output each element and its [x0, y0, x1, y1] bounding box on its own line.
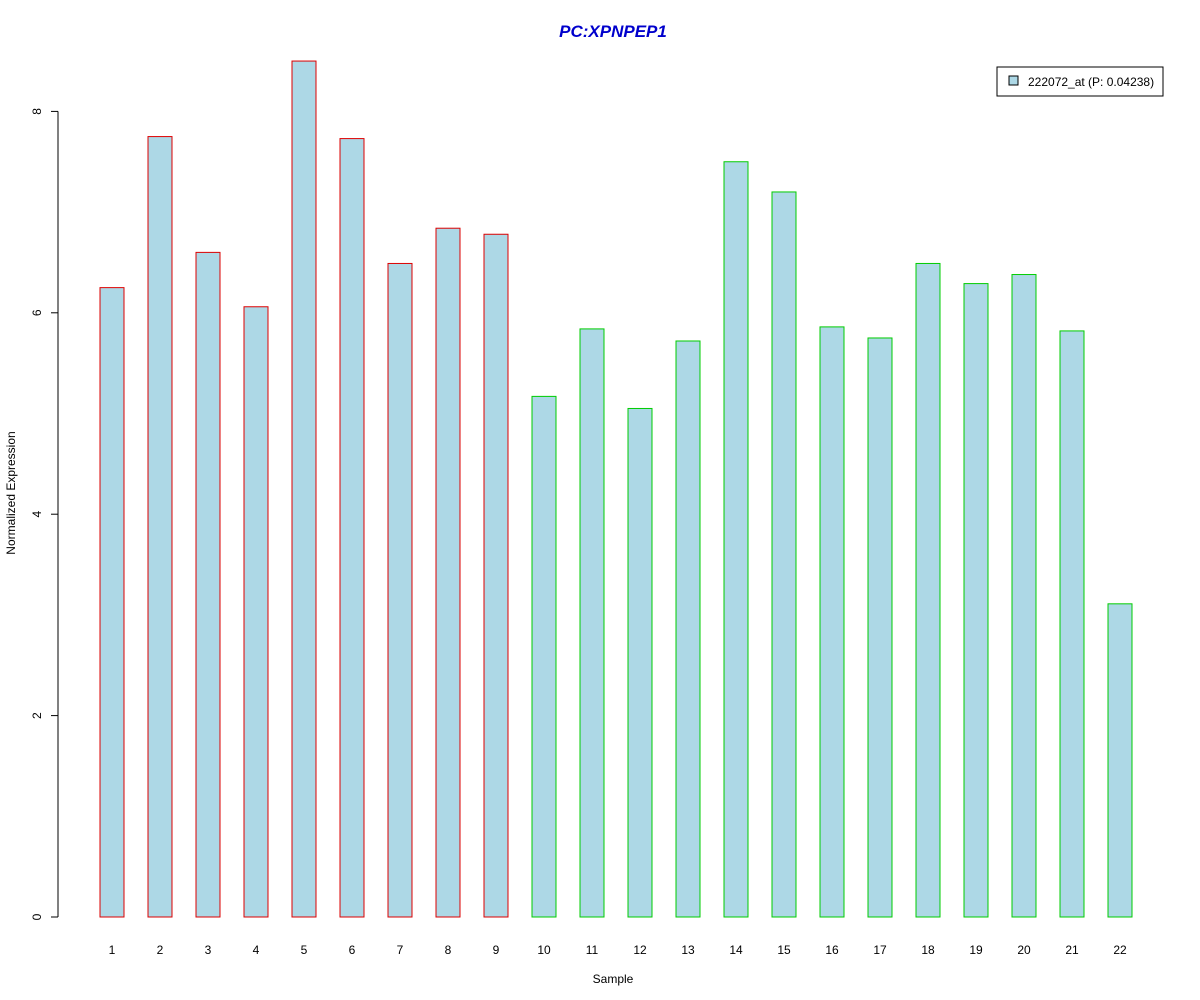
- y-axis: 0 2 4 6 8: [30, 108, 59, 920]
- bar-sample-21: [1059, 330, 1085, 918]
- y-tick-label: 4: [30, 511, 44, 518]
- legend: 222072_at (P: 0.04238): [996, 66, 1164, 97]
- x-tick-label: 9: [493, 943, 500, 957]
- x-tick-label: 10: [537, 943, 551, 957]
- bar-sample-11: [579, 328, 605, 918]
- legend-box: [996, 66, 1164, 97]
- bar-sample-3: [195, 251, 221, 918]
- x-tick-label: 13: [681, 943, 695, 957]
- y-tick-label: 6: [30, 309, 44, 316]
- x-tick-label: 16: [825, 943, 839, 957]
- bar-sample-8: [435, 227, 461, 918]
- bar-sample-14: [723, 161, 749, 918]
- y-tick-label: 2: [30, 712, 44, 719]
- x-tick-label: 2: [157, 943, 164, 957]
- x-tick-label: 19: [969, 943, 983, 957]
- bar-sample-20: [1011, 274, 1037, 918]
- x-tick-label: 17: [873, 943, 887, 957]
- x-tick-label: 22: [1113, 943, 1127, 957]
- x-axis: 1 2 3 4 5 6 7 8 9 10 11 12 13 14 15 16 17 18 19 20 21 22: [109, 943, 1127, 957]
- x-tick-label: 7: [397, 943, 404, 957]
- y-tick-label: 8: [30, 108, 44, 115]
- x-tick-label: 18: [921, 943, 935, 957]
- bar-sample-18: [915, 262, 941, 918]
- chart-title: PC:XPNPEP1: [559, 22, 667, 41]
- bars: [99, 60, 1133, 918]
- bar-sample-19: [963, 283, 989, 918]
- x-tick-label: 14: [729, 943, 743, 957]
- x-tick-label: 20: [1017, 943, 1031, 957]
- x-axis-label: Sample: [593, 972, 634, 986]
- y-axis-label: Normalized Expression: [4, 431, 18, 554]
- x-tick-label: 6: [349, 943, 356, 957]
- x-tick-label: 1: [109, 943, 116, 957]
- bar-sample-22: [1107, 603, 1133, 918]
- x-tick-label: 12: [633, 943, 647, 957]
- bar-sample-17: [867, 337, 893, 918]
- bar-sample-1: [99, 287, 125, 918]
- bar-sample-16: [819, 326, 845, 918]
- x-tick-label: 15: [777, 943, 791, 957]
- bar-sample-9: [483, 233, 509, 918]
- x-tick-label: 5: [301, 943, 308, 957]
- x-tick-label: 21: [1065, 943, 1079, 957]
- bar-sample-15: [771, 191, 797, 918]
- x-tick-label: 4: [253, 943, 260, 957]
- bar-sample-6: [339, 138, 365, 918]
- bar-sample-4: [243, 306, 269, 918]
- x-tick-label: 8: [445, 943, 452, 957]
- bar-sample-12: [627, 407, 653, 918]
- legend-label: 222072_at (P: 0.04238): [1028, 75, 1154, 89]
- bar-sample-10: [531, 395, 557, 918]
- bar-sample-13: [675, 340, 701, 918]
- x-tick-label: 3: [205, 943, 212, 957]
- x-tick-label: 11: [586, 943, 599, 957]
- legend-swatch: [1008, 75, 1019, 86]
- bar-sample-5: [291, 60, 317, 918]
- bar-sample-7: [387, 262, 413, 918]
- bar-sample-2: [147, 136, 173, 918]
- y-tick-label: 0: [30, 913, 44, 920]
